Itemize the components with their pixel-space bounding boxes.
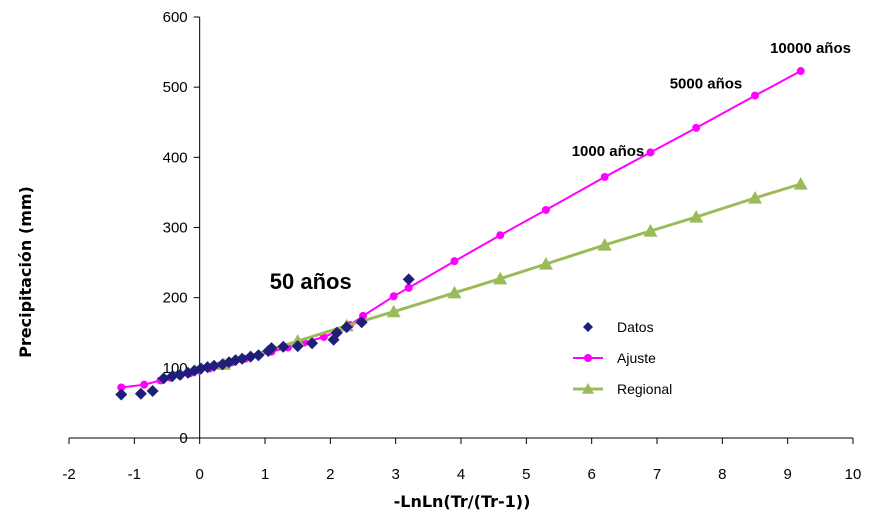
x-tick-label: 8	[718, 466, 726, 483]
annotation-label: 5000 años	[670, 76, 743, 93]
data-point-regional	[643, 224, 658, 237]
y-tick-label: 0	[179, 430, 187, 447]
data-point-regional	[582, 383, 594, 394]
x-tick-label: 0	[195, 466, 203, 483]
y-tick-label: 400	[163, 149, 188, 166]
legend-label: Ajuste	[617, 350, 656, 366]
data-point-ajuste	[496, 231, 505, 240]
annotations: 50 años 1000 años 5000 años 10000 años	[270, 40, 851, 294]
series-datos	[115, 273, 415, 401]
y-tick-label: 500	[163, 79, 188, 96]
data-point-regional	[447, 285, 462, 299]
data-point-datos	[157, 372, 170, 385]
data-point-ajuste	[541, 205, 550, 214]
data-point-regional	[748, 191, 762, 204]
data-point-datos	[291, 340, 304, 353]
x-tick-label: 1	[261, 466, 269, 483]
data-point-ajuste	[450, 257, 459, 266]
data-point-datos	[252, 349, 265, 362]
data-point-regional	[386, 304, 401, 318]
data-point-datos	[330, 326, 343, 339]
data-point-regional	[493, 271, 508, 285]
x-tick-label: 2	[326, 466, 334, 483]
series-line-ajuste	[121, 70, 802, 389]
data-point-ajuste	[796, 67, 805, 76]
data-point-datos	[355, 316, 368, 329]
data-point-datos	[265, 342, 278, 355]
y-tick-label: 600	[163, 9, 188, 26]
data-point-ajuste	[117, 383, 126, 392]
data-point-datos	[236, 352, 249, 365]
y-tick-label: 300	[163, 220, 188, 237]
data-point-ajuste	[404, 283, 413, 292]
data-point-datos	[277, 340, 290, 353]
data-point-datos	[244, 350, 257, 363]
data-point-datos	[306, 337, 319, 350]
legend-item-datos: Datos	[583, 319, 654, 335]
legend: Datos Ajuste Regional	[573, 319, 672, 397]
data-point-regional	[538, 256, 553, 270]
data-point-ajuste	[584, 354, 592, 362]
annotation-label: 50 años	[270, 269, 352, 294]
data-point-datos	[115, 388, 128, 401]
data-point-ajuste	[600, 172, 609, 181]
data-point-ajuste	[751, 91, 759, 100]
x-tick-label: 3	[391, 466, 399, 483]
legend-label: Regional	[617, 381, 672, 397]
series-ajuste	[117, 67, 805, 392]
x-tick-label: 10	[845, 466, 862, 483]
x-tick-label: -1	[128, 466, 141, 483]
x-tick-label: 7	[653, 466, 661, 483]
x-tick-label: 5	[522, 466, 530, 483]
data-point-regional	[689, 209, 704, 223]
series-layer	[115, 67, 808, 401]
series-line-regional	[223, 182, 802, 366]
x-tick-label: 4	[457, 466, 465, 483]
x-tick-label: 6	[587, 466, 595, 483]
x-axis-title: -LnLn(Tr/(Tr-1))	[394, 492, 531, 511]
legend-item-ajuste: Ajuste	[573, 350, 656, 366]
data-point-regional	[793, 176, 808, 190]
y-axis-title: Precipitación (mm)	[16, 186, 35, 358]
annotation-label: 1000 años	[572, 143, 645, 160]
legend-label: Datos	[617, 319, 654, 335]
data-point-datos	[402, 273, 415, 286]
data-point-datos	[208, 359, 221, 372]
x-tick-label: -2	[62, 466, 75, 483]
x-tick-label: 9	[783, 466, 791, 483]
data-point-ajuste	[389, 292, 398, 301]
x-axis: -2 -1 0 1 2 3 4 5 6 7 8 9 10	[62, 437, 862, 483]
legend-item-regional: Regional	[573, 381, 672, 397]
data-point-datos	[166, 370, 179, 383]
data-point-ajuste	[140, 380, 149, 389]
data-point-ajuste	[692, 123, 701, 132]
data-point-datos	[146, 384, 159, 397]
data-point-datos	[583, 322, 593, 332]
data-point-datos	[134, 387, 147, 400]
data-point-ajuste	[646, 148, 655, 157]
data-point-regional	[597, 238, 612, 251]
annotation-label: 10000 años	[770, 40, 851, 57]
data-point-datos	[340, 321, 353, 334]
y-tick-label: 200	[163, 290, 188, 307]
